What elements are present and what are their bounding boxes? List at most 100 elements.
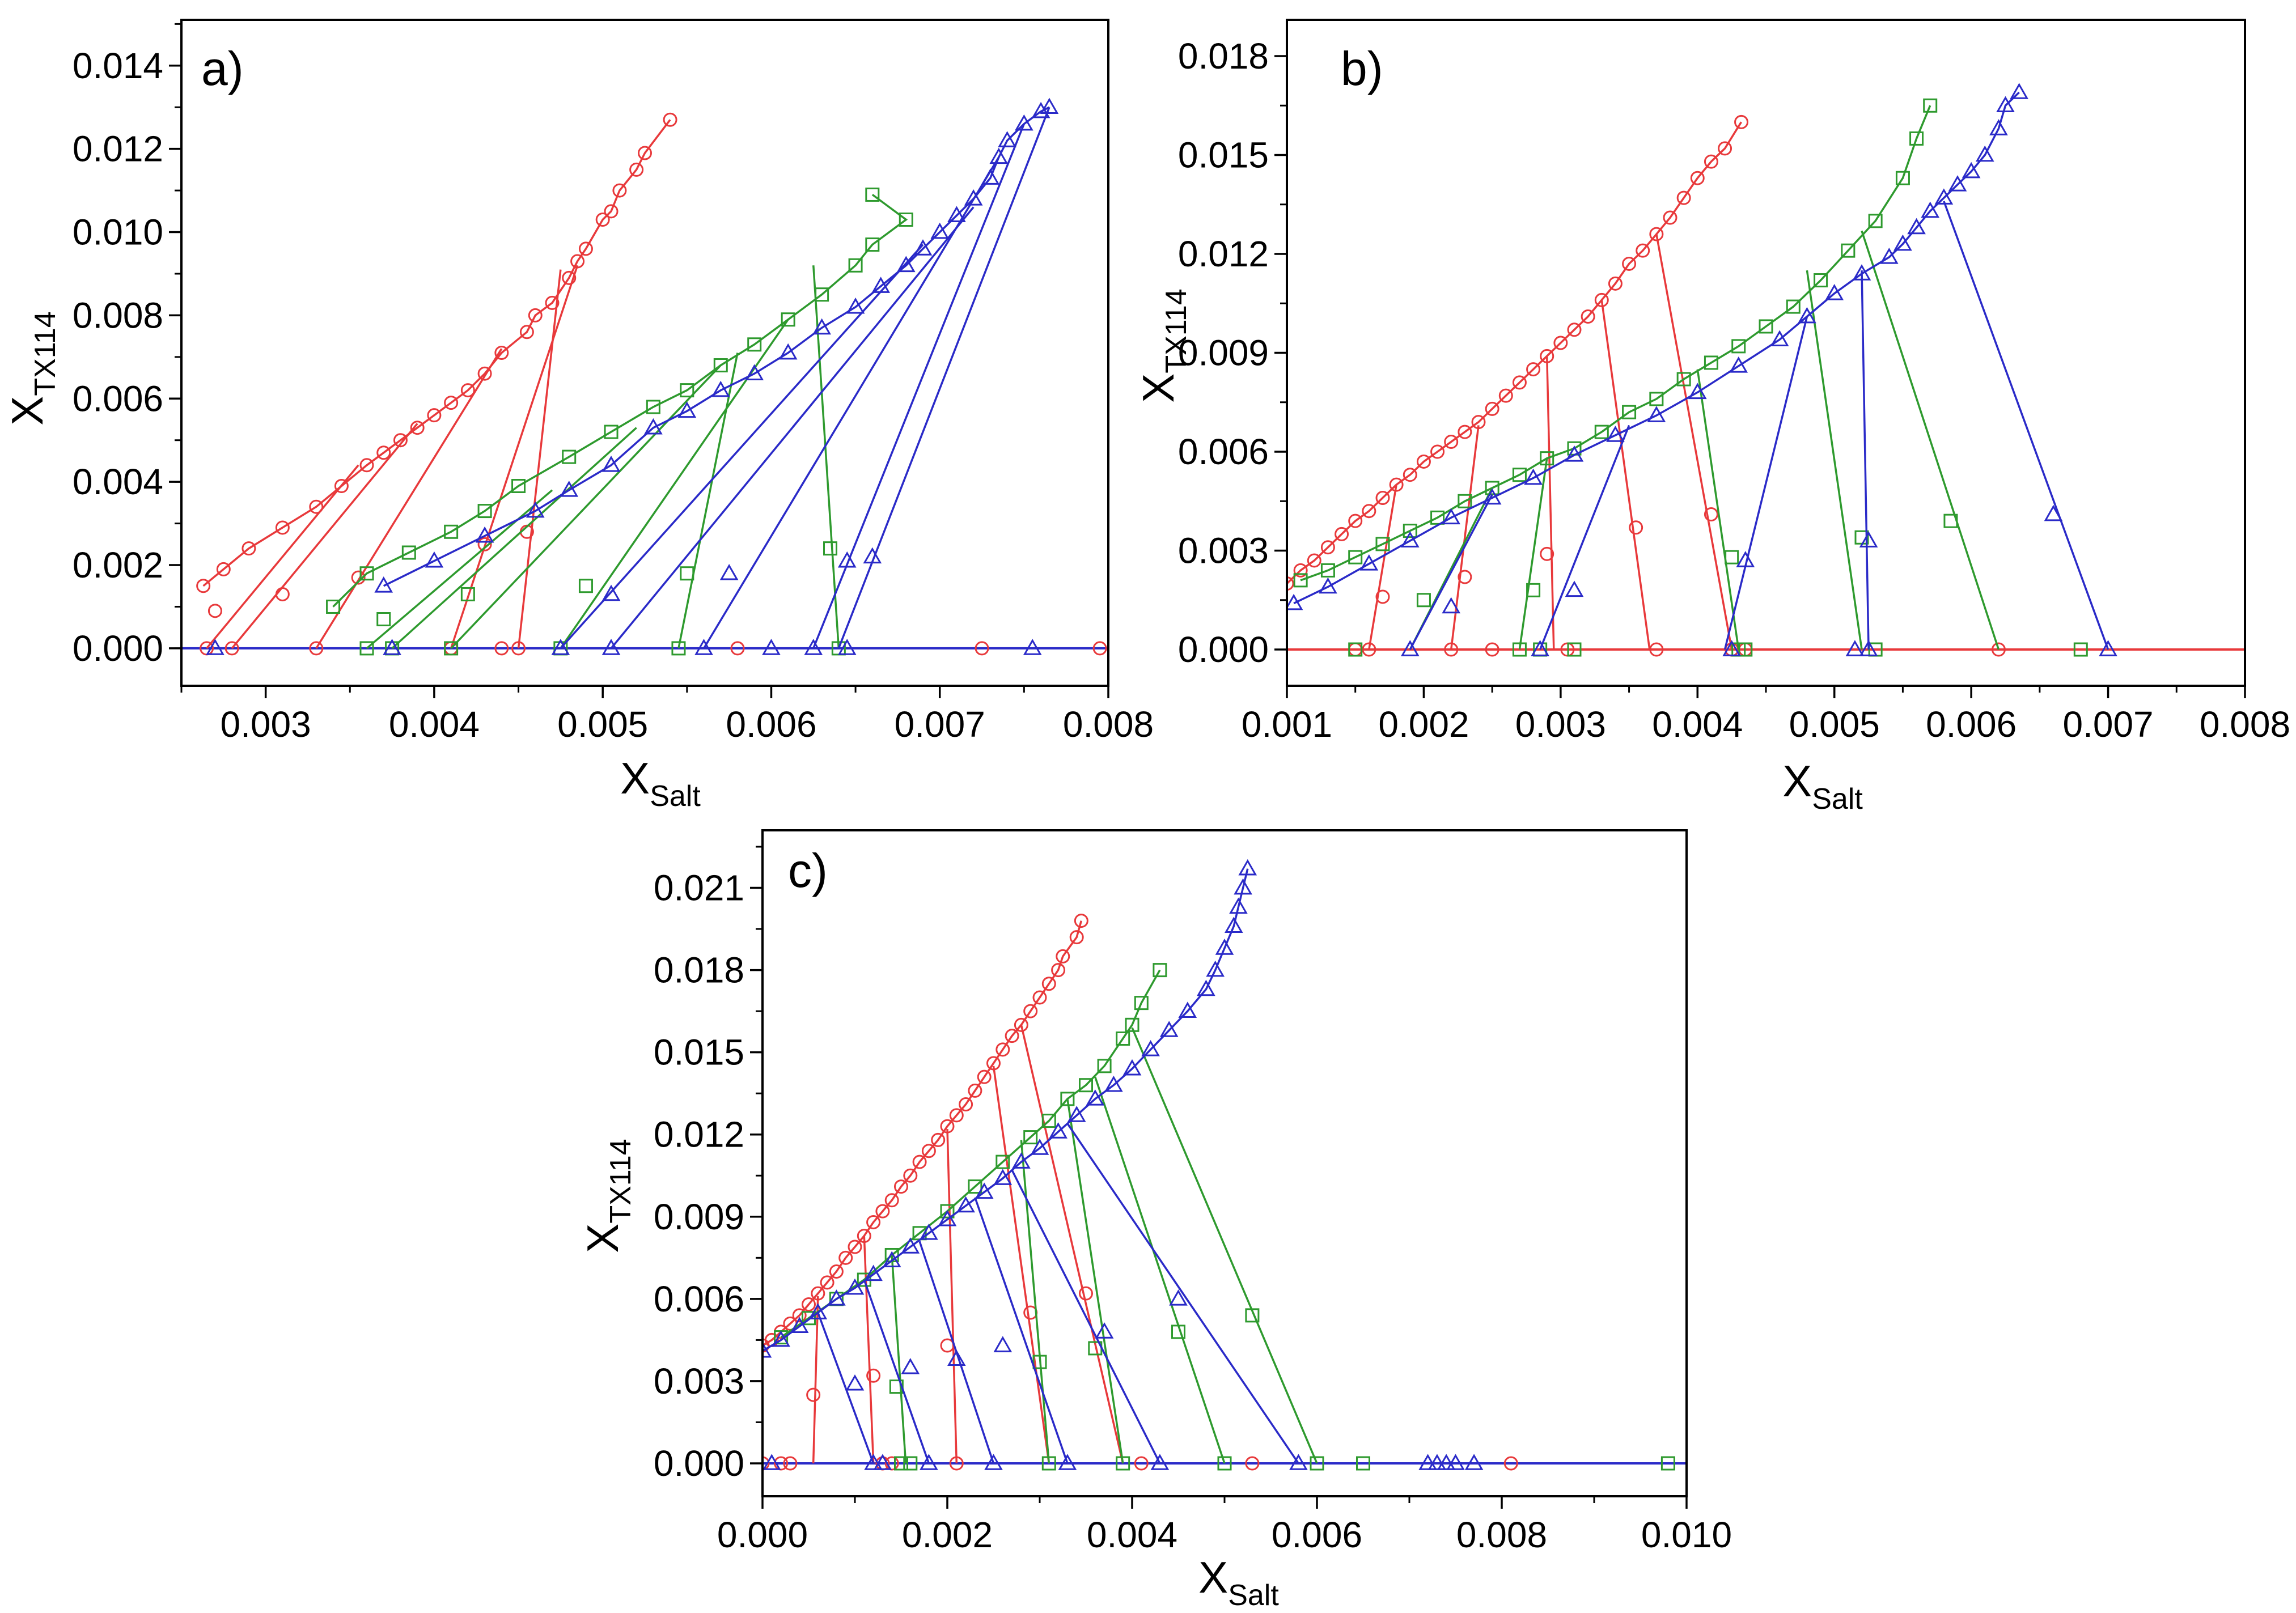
data-point-square [1116, 1031, 1130, 1046]
data-point-circle [1594, 292, 1609, 307]
data-point-triangle [920, 1224, 938, 1240]
x-tick-label: 0.008 [2200, 704, 2290, 745]
data-point-square [968, 1179, 982, 1194]
data-point-triangle [1442, 508, 1461, 525]
data-point-triangle [1975, 145, 1994, 162]
y-tick-label: 0.021 [654, 868, 744, 909]
data-point-circle [912, 1154, 927, 1169]
y-tick-label: 0.008 [73, 295, 163, 336]
data-point-circle [1458, 425, 1472, 439]
data-point-triangle [1169, 1289, 1188, 1306]
data-point-square [747, 337, 762, 352]
x-tick-label: 0.004 [1087, 1514, 1177, 1555]
x-tick-label: 0.006 [1272, 1514, 1362, 1555]
data-point-triangle [1934, 188, 1954, 205]
plot-area [181, 97, 1108, 656]
data-point-square [1171, 1325, 1185, 1339]
data-point-circle [1092, 641, 1107, 656]
data-point-triangle [1852, 264, 1871, 281]
data-point-triangle [1859, 640, 1878, 656]
data-point-triangle [981, 168, 1000, 185]
series-green [1293, 98, 2088, 657]
data-point-circle [275, 520, 290, 535]
data-point-circle [460, 383, 475, 398]
x-tick-label: 0.004 [389, 704, 480, 745]
data-point-square [604, 425, 619, 439]
data-point-triangle [601, 584, 621, 601]
data-point-square [1594, 425, 1609, 439]
data-point-square [671, 641, 686, 656]
data-point-triangle [1482, 488, 1502, 505]
data-point-circle [1245, 1456, 1260, 1471]
plot-frame [1286, 19, 2246, 687]
data-point-circle [1512, 375, 1527, 390]
data-point-circle [1056, 949, 1070, 963]
data-point-circle [1403, 468, 1417, 482]
panel-c: c) XSalt XTX114 0.000 0.002 0.004 0.006 0.00… [578, 829, 1732, 1612]
data-point-triangle [864, 1264, 883, 1281]
x-tick-label: 0.003 [1515, 704, 1606, 745]
tie-line [974, 1197, 1069, 1464]
data-point-triangle [964, 189, 983, 206]
y-tick-label: 0.014 [73, 45, 163, 86]
data-point-circle [866, 1215, 881, 1229]
data-point-square [562, 449, 577, 464]
x-tick-label: 0.001 [1242, 704, 1332, 745]
data-point-square [359, 566, 374, 581]
data-point-square [401, 545, 416, 560]
data-point-circle [820, 1275, 834, 1290]
data-point-triangle [1086, 1089, 1105, 1106]
data-point-circle [1704, 154, 1718, 169]
data-point-square [1153, 963, 1167, 978]
data-point-circle [996, 1042, 1010, 1057]
data-point-circle [806, 1387, 821, 1402]
data-point-square [1458, 494, 1472, 508]
data-point-square [815, 287, 829, 302]
binodal-curve [762, 868, 1249, 1352]
data-point-triangle [1647, 406, 1666, 422]
y-tick-label: 0.006 [73, 378, 163, 419]
tie-line [677, 353, 739, 649]
data-point-triangle [374, 576, 393, 593]
data-point-circle [309, 641, 324, 656]
data-point-triangle [1206, 960, 1225, 977]
data-point-triangle [1736, 551, 1755, 567]
data-point-square [376, 612, 391, 626]
data-point-triangle [1040, 97, 1059, 114]
data-point-circle [921, 1144, 936, 1158]
data-point-square [1676, 372, 1691, 387]
data-point-square [781, 312, 795, 327]
data-point-square [1320, 563, 1335, 578]
data-point-circle [762, 1456, 770, 1471]
tie-line [391, 427, 637, 650]
data-point-circle [977, 1069, 992, 1084]
tie-line [891, 1255, 907, 1464]
data-point-triangle [719, 563, 739, 580]
tie-line [1450, 425, 1480, 650]
data-point-circle [242, 541, 256, 556]
tie-line [1066, 1098, 1124, 1464]
data-point-triangle [1446, 1454, 1465, 1470]
data-point-circle [444, 396, 459, 410]
data-point-square [477, 504, 492, 519]
data-point-circle [1430, 444, 1445, 459]
binodal-curve [383, 106, 1050, 587]
data-point-square [1403, 524, 1417, 538]
data-point-triangle [694, 639, 713, 655]
data-point-triangle [1122, 1059, 1142, 1076]
data-point-circle [1375, 490, 1390, 505]
data-point-circle [224, 641, 239, 656]
data-point-triangle [871, 277, 891, 293]
data-point-circle [334, 479, 349, 493]
data-point-circle [1734, 114, 1749, 129]
data-point-circle [959, 1097, 973, 1112]
data-point-triangle [1289, 1454, 1308, 1470]
data-point-square [1245, 1308, 1260, 1323]
data-point-circle [903, 1168, 918, 1183]
data-point-triangle [2099, 640, 2117, 656]
data-point-circle [216, 562, 231, 576]
y-tick-label: 0.000 [654, 1443, 744, 1484]
y-tick-label: 0.015 [1178, 134, 1269, 175]
data-point-triangle [2010, 83, 2028, 99]
data-point-triangle [901, 1237, 920, 1254]
